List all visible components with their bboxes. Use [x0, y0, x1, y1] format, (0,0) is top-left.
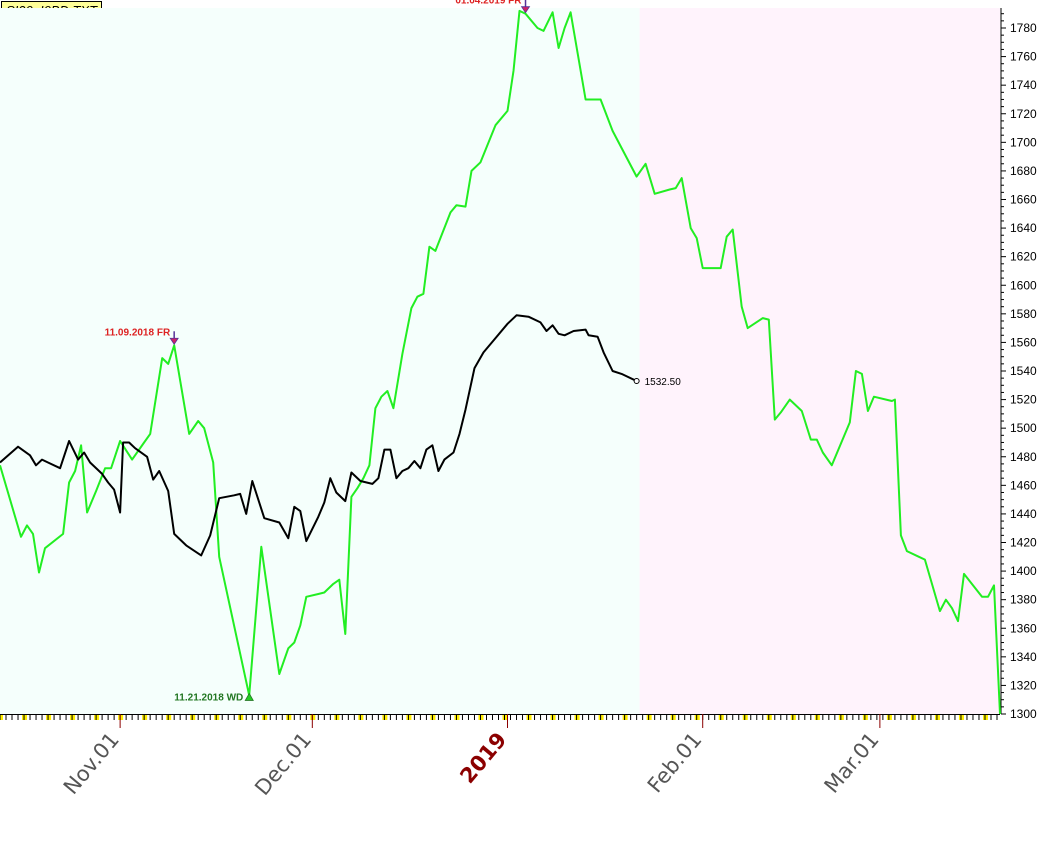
y-tick-label-1480: 1480 [1010, 450, 1037, 464]
y-tick-label-1780: 1780 [1010, 21, 1037, 35]
x-month-label-3: Feb.01 [643, 728, 707, 797]
y-tick-label-1400: 1400 [1010, 564, 1037, 578]
y-tick-label-1700: 1700 [1010, 135, 1037, 149]
background-region-0 [0, 8, 640, 714]
background-region-1 [639, 8, 1000, 714]
annotations: 11.09.2018 FR 01.04.2019 FR 11.21.2018 WD [105, 0, 531, 703]
x-month-label-4: Mar.01 [820, 728, 884, 798]
y-tick-label-1600: 1600 [1010, 278, 1037, 292]
x-month-label-2: 2019 [455, 728, 511, 788]
annotation-label-1: 01.04.2019 FR [455, 0, 522, 7]
last-value-label: 1532.50 [645, 377, 682, 388]
x-month-label-1: Dec.01 [250, 728, 316, 800]
y-tick-label-1380: 1380 [1010, 593, 1037, 607]
y-tick-label-1300: 1300 [1010, 707, 1037, 721]
background-regions [0, 8, 1000, 714]
y-tick-label-1560: 1560 [1010, 335, 1037, 349]
y-tick-label-1440: 1440 [1010, 507, 1037, 521]
x-month-label-0: Nov.01 [59, 728, 124, 799]
annotation-label-0: 11.09.2018 FR [105, 327, 171, 338]
annotation-label-2: 11.21.2018 WD [174, 692, 243, 703]
y-tick-label-1460: 1460 [1010, 478, 1037, 492]
y-tick-label-1620: 1620 [1010, 250, 1037, 264]
series-line-0 [0, 9, 1001, 715]
x-week-marker [0, 715, 3, 720]
annotation-arrow-1 [520, 6, 531, 14]
y-tick-label-1740: 1740 [1010, 78, 1037, 92]
y-tick-label-1760: 1760 [1010, 50, 1037, 64]
annotation-arrow-2 [244, 692, 254, 701]
series-line-1 [0, 314, 638, 557]
y-tick-label-1520: 1520 [1010, 393, 1037, 407]
y-tick-label-1680: 1680 [1010, 164, 1037, 178]
y-tick-label-1320: 1320 [1010, 678, 1037, 692]
y-tick-label-1580: 1580 [1010, 307, 1037, 321]
series-lines: 1532.50 [0, 9, 1001, 715]
y-tick-label-1640: 1640 [1010, 221, 1037, 235]
y-tick-label-1420: 1420 [1010, 536, 1037, 550]
y-tick-label-1360: 1360 [1010, 621, 1037, 635]
y-tick-label-1660: 1660 [1010, 193, 1037, 207]
y-tick-label-1500: 1500 [1010, 421, 1037, 435]
last-value-marker [633, 378, 640, 385]
annotation-arrow-0 [169, 337, 179, 345]
y-tick-label-1340: 1340 [1010, 650, 1037, 664]
y-tick-label-1720: 1720 [1010, 107, 1037, 121]
y-tick-label-1540: 1540 [1010, 364, 1037, 378]
